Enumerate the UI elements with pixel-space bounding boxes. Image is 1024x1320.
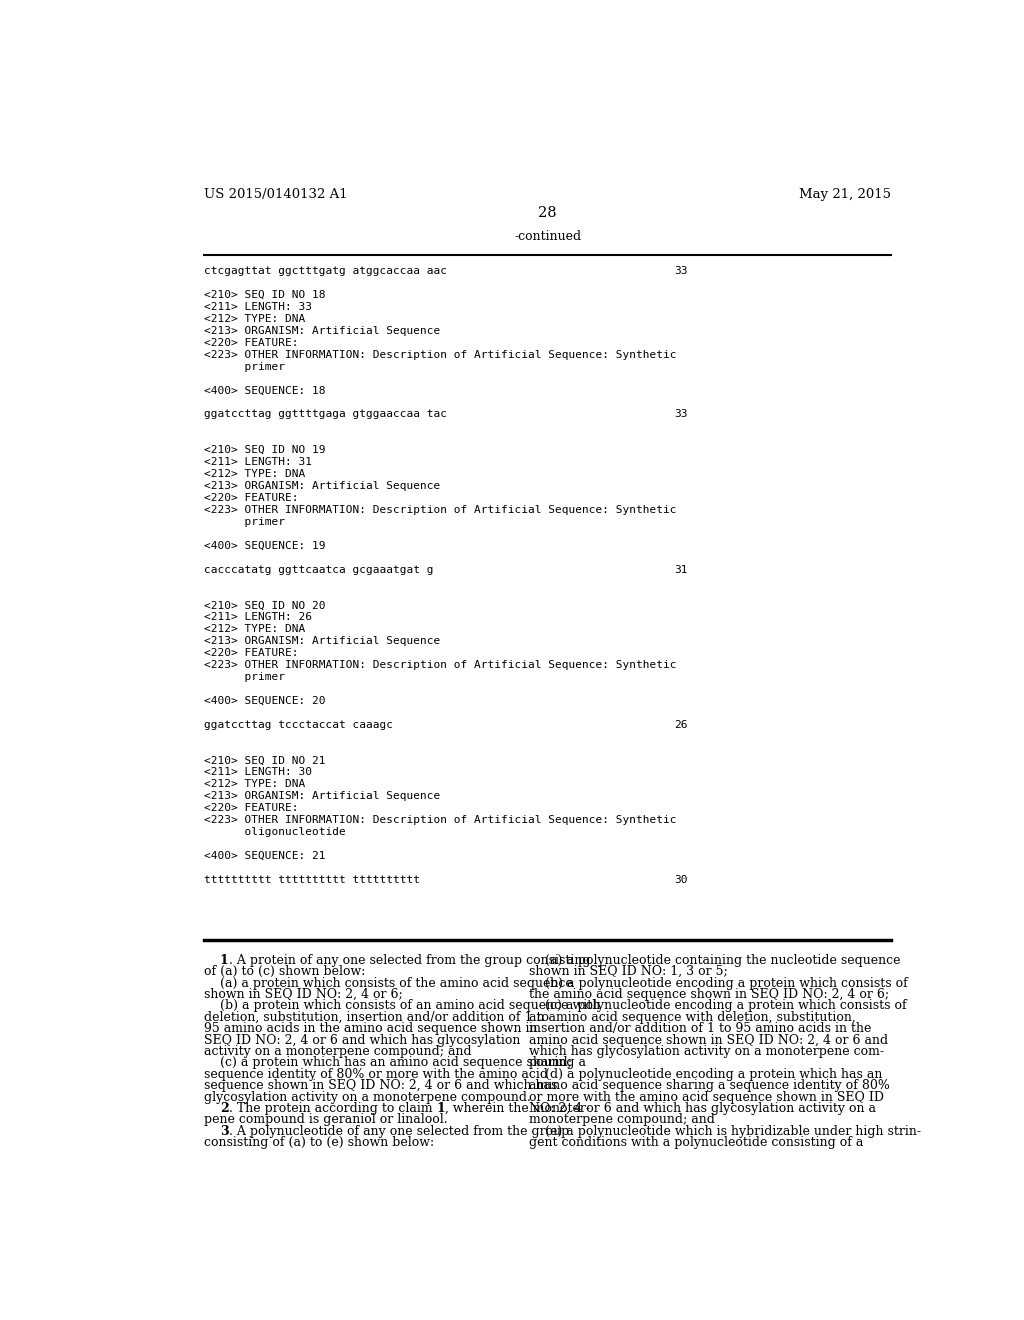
Text: sequence shown in SEQ ID NO: 2, 4 or 6 and which has: sequence shown in SEQ ID NO: 2, 4 or 6 a… <box>204 1080 557 1092</box>
Text: 28: 28 <box>539 206 557 220</box>
Text: of (a) to (c) shown below:: of (a) to (c) shown below: <box>204 965 366 978</box>
Text: glycosylation activity on a monoterpene compound.: glycosylation activity on a monoterpene … <box>204 1090 530 1104</box>
Text: deletion, substitution, insertion and/or addition of 1 to: deletion, substitution, insertion and/or… <box>204 1011 549 1024</box>
Text: consisting of (a) to (e) shown below:: consisting of (a) to (e) shown below: <box>204 1137 434 1150</box>
Text: the amino acid sequence shown in SEQ ID NO: 2, 4 or 6;: the amino acid sequence shown in SEQ ID … <box>528 987 889 1001</box>
Text: SEQ ID NO: 2, 4 or 6 and which has glycosylation: SEQ ID NO: 2, 4 or 6 and which has glyco… <box>204 1034 520 1047</box>
Text: <220> FEATURE:: <220> FEATURE: <box>204 804 298 813</box>
Text: (c) a polynucleotide encoding a protein which consists of: (c) a polynucleotide encoding a protein … <box>528 999 906 1012</box>
Text: tttttttttt tttttttttt tttttttttt: tttttttttt tttttttttt tttttttttt <box>204 875 420 884</box>
Text: <211> LENGTH: 26: <211> LENGTH: 26 <box>204 612 312 622</box>
Text: pene compound is geraniol or linalool.: pene compound is geraniol or linalool. <box>204 1113 447 1126</box>
Text: (d) a polynucleotide encoding a protein which has an: (d) a polynucleotide encoding a protein … <box>528 1068 882 1081</box>
Text: activity on a monoterpene compound; and: activity on a monoterpene compound; and <box>204 1045 472 1057</box>
Text: . A protein of any one selected from the group consisting: . A protein of any one selected from the… <box>228 954 590 966</box>
Text: <210> SEQ ID NO 20: <210> SEQ ID NO 20 <box>204 601 326 610</box>
Text: <212> TYPE: DNA: <212> TYPE: DNA <box>204 624 305 634</box>
Text: monoterpene compound; and: monoterpene compound; and <box>528 1113 715 1126</box>
Text: <212> TYPE: DNA: <212> TYPE: DNA <box>204 779 305 789</box>
Text: <211> LENGTH: 33: <211> LENGTH: 33 <box>204 302 312 312</box>
Text: shown in SEQ ID NO: 1, 3 or 5;: shown in SEQ ID NO: 1, 3 or 5; <box>528 965 727 978</box>
Text: 31: 31 <box>675 565 688 574</box>
Text: amino acid sequence sharing a sequence identity of 80%: amino acid sequence sharing a sequence i… <box>528 1080 890 1092</box>
Text: <223> OTHER INFORMATION: Description of Artificial Sequence: Synthetic: <223> OTHER INFORMATION: Description of … <box>204 816 677 825</box>
Text: primer: primer <box>204 362 285 372</box>
Text: (e) a polynucleotide which is hybridizable under high strin-: (e) a polynucleotide which is hybridizab… <box>528 1125 921 1138</box>
Text: which has glycosylation activity on a monoterpene com-: which has glycosylation activity on a mo… <box>528 1045 884 1057</box>
Text: <223> OTHER INFORMATION: Description of Artificial Sequence: Synthetic: <223> OTHER INFORMATION: Description of … <box>204 504 677 515</box>
Text: shown in SEQ ID NO: 2, 4 or 6;: shown in SEQ ID NO: 2, 4 or 6; <box>204 987 402 1001</box>
Text: 33: 33 <box>675 409 688 420</box>
Text: NO: 2, 4 or 6 and which has glycosylation activity on a: NO: 2, 4 or 6 and which has glycosylatio… <box>528 1102 876 1115</box>
Text: oligonucleotide: oligonucleotide <box>204 828 346 837</box>
Text: (a) a polynucleotide containing the nucleotide sequence: (a) a polynucleotide containing the nucl… <box>528 954 900 966</box>
Text: (c) a protein which has an amino acid sequence sharing a: (c) a protein which has an amino acid se… <box>204 1056 586 1069</box>
Text: pound;: pound; <box>528 1056 572 1069</box>
Text: insertion and/or addition of 1 to 95 amino acids in the: insertion and/or addition of 1 to 95 ami… <box>528 1022 871 1035</box>
Text: <210> SEQ ID NO 18: <210> SEQ ID NO 18 <box>204 290 326 300</box>
Text: cacccatatg ggttcaatca gcgaaatgat g: cacccatatg ggttcaatca gcgaaatgat g <box>204 565 433 574</box>
Text: 1: 1 <box>436 1102 445 1115</box>
Text: 2: 2 <box>220 1102 228 1115</box>
Text: (b) a protein which consists of an amino acid sequence with: (b) a protein which consists of an amino… <box>204 999 600 1012</box>
Text: , wherein the monoter-: , wherein the monoter- <box>445 1102 590 1115</box>
Text: . The protein according to claim: . The protein according to claim <box>228 1102 436 1115</box>
Text: <400> SEQUENCE: 21: <400> SEQUENCE: 21 <box>204 851 326 861</box>
Text: 26: 26 <box>675 719 688 730</box>
Text: <400> SEQUENCE: 19: <400> SEQUENCE: 19 <box>204 541 326 550</box>
Text: <211> LENGTH: 31: <211> LENGTH: 31 <box>204 457 312 467</box>
Text: May 21, 2015: May 21, 2015 <box>800 187 891 201</box>
Text: (a) a protein which consists of the amino acid sequence: (a) a protein which consists of the amin… <box>204 977 572 990</box>
Text: 1: 1 <box>220 954 228 966</box>
Text: or more with the amino acid sequence shown in SEQ ID: or more with the amino acid sequence sho… <box>528 1090 884 1104</box>
Text: <220> FEATURE:: <220> FEATURE: <box>204 648 298 659</box>
Text: 33: 33 <box>675 267 688 276</box>
Text: ctcgagttat ggctttgatg atggcaccaa aac: ctcgagttat ggctttgatg atggcaccaa aac <box>204 267 446 276</box>
Text: primer: primer <box>204 517 285 527</box>
Text: 95 amino acids in the amino acid sequence shown in: 95 amino acids in the amino acid sequenc… <box>204 1022 538 1035</box>
Text: 3: 3 <box>220 1125 228 1138</box>
Text: 30: 30 <box>675 875 688 884</box>
Text: ggatccttag tccctaccat caaagc: ggatccttag tccctaccat caaagc <box>204 719 393 730</box>
Text: <213> ORGANISM: Artificial Sequence: <213> ORGANISM: Artificial Sequence <box>204 480 440 491</box>
Text: <400> SEQUENCE: 18: <400> SEQUENCE: 18 <box>204 385 326 396</box>
Text: <220> FEATURE:: <220> FEATURE: <box>204 492 298 503</box>
Text: <213> ORGANISM: Artificial Sequence: <213> ORGANISM: Artificial Sequence <box>204 636 440 647</box>
Text: sequence identity of 80% or more with the amino acid: sequence identity of 80% or more with th… <box>204 1068 548 1081</box>
Text: <210> SEQ ID NO 21: <210> SEQ ID NO 21 <box>204 755 326 766</box>
Text: <220> FEATURE:: <220> FEATURE: <box>204 338 298 347</box>
Text: <400> SEQUENCE: 20: <400> SEQUENCE: 20 <box>204 696 326 706</box>
Text: (b) a polynucleotide encoding a protein which consists of: (b) a polynucleotide encoding a protein … <box>528 977 907 990</box>
Text: ggatccttag ggttttgaga gtggaaccaa tac: ggatccttag ggttttgaga gtggaaccaa tac <box>204 409 446 420</box>
Text: gent conditions with a polynucleotide consisting of a: gent conditions with a polynucleotide co… <box>528 1137 863 1150</box>
Text: <213> ORGANISM: Artificial Sequence: <213> ORGANISM: Artificial Sequence <box>204 326 440 335</box>
Text: primer: primer <box>204 672 285 682</box>
Text: <223> OTHER INFORMATION: Description of Artificial Sequence: Synthetic: <223> OTHER INFORMATION: Description of … <box>204 660 677 671</box>
Text: <212> TYPE: DNA: <212> TYPE: DNA <box>204 469 305 479</box>
Text: amino acid sequence shown in SEQ ID NO: 2, 4 or 6 and: amino acid sequence shown in SEQ ID NO: … <box>528 1034 888 1047</box>
Text: <213> ORGANISM: Artificial Sequence: <213> ORGANISM: Artificial Sequence <box>204 791 440 801</box>
Text: <223> OTHER INFORMATION: Description of Artificial Sequence: Synthetic: <223> OTHER INFORMATION: Description of … <box>204 350 677 360</box>
Text: -continued: -continued <box>514 230 582 243</box>
Text: . A polynucleotide of any one selected from the group: . A polynucleotide of any one selected f… <box>228 1125 568 1138</box>
Text: <212> TYPE: DNA: <212> TYPE: DNA <box>204 314 305 323</box>
Text: <211> LENGTH: 30: <211> LENGTH: 30 <box>204 767 312 777</box>
Text: <210> SEQ ID NO 19: <210> SEQ ID NO 19 <box>204 445 326 455</box>
Text: US 2015/0140132 A1: US 2015/0140132 A1 <box>204 187 347 201</box>
Text: an amino acid sequence with deletion, substitution,: an amino acid sequence with deletion, su… <box>528 1011 855 1024</box>
